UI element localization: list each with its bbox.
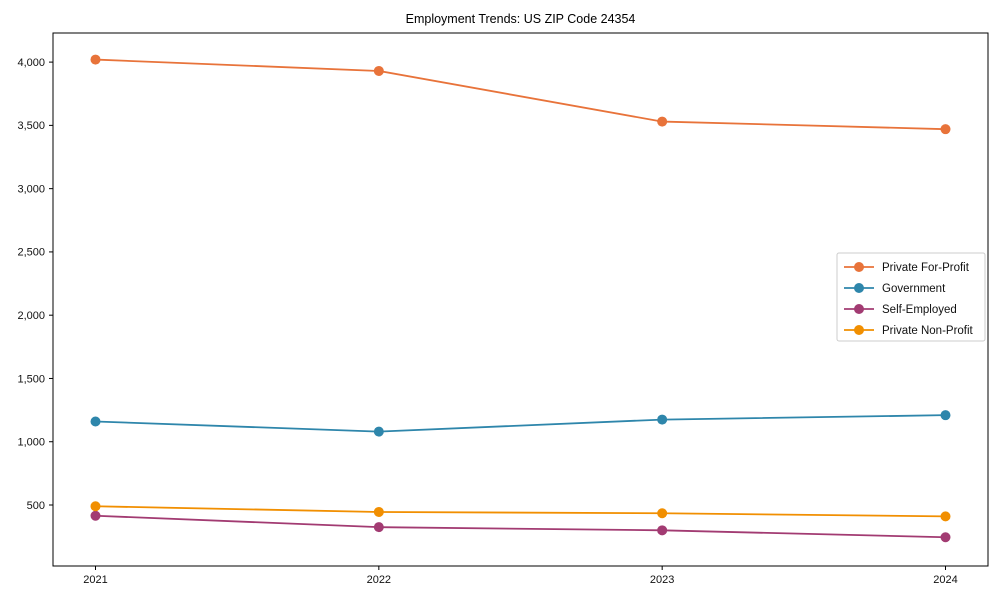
y-axis: 500 1,000 1,500 2,000 2,500 3,000 3,500 4,000: [17, 57, 53, 512]
x-tick-label: 2022: [367, 574, 391, 586]
plot-border: [52, 32, 989, 567]
data-point: [657, 116, 668, 127]
line-series-self-employed: [90, 510, 951, 543]
data-point: [90, 510, 101, 521]
legend-marker: [854, 283, 864, 293]
legend-item: Private Non-Profit: [844, 325, 974, 337]
legend: Private For-Profit Government Self-Employe…: [836, 252, 986, 342]
data-point: [373, 426, 384, 437]
legend-item: Self-Employed: [844, 304, 957, 316]
data-point: [940, 410, 951, 421]
line-series-private-for-profit: [90, 54, 951, 135]
data-point: [940, 532, 951, 543]
y-tick-label: 2,500: [17, 247, 45, 259]
series-line: [94, 414, 947, 433]
line-series-government: [90, 410, 951, 437]
line-series-private-non-profit: [90, 501, 951, 522]
legend-label: Private Non-Profit: [882, 325, 974, 337]
series-line: [94, 505, 947, 518]
data-point: [373, 65, 384, 76]
data-point: [940, 124, 951, 135]
legend-marker: [854, 304, 864, 314]
series-line: [94, 58, 947, 131]
data-point: [373, 506, 384, 517]
data-point: [940, 511, 951, 522]
y-tick-label: 2,000: [17, 310, 45, 322]
data-point: [90, 501, 101, 512]
legend-item: Private For-Profit: [844, 262, 970, 274]
y-tick-label: 4,000: [17, 57, 45, 69]
data-point: [373, 522, 384, 533]
legend-marker: [854, 325, 864, 335]
legend-marker: [854, 262, 864, 272]
x-axis: 2021 2022 2023 2024: [83, 566, 958, 586]
y-tick-label: 3,000: [17, 183, 45, 195]
legend-box: [836, 252, 986, 342]
x-tick-label: 2021: [83, 574, 107, 586]
y-tick-label: 500: [27, 500, 45, 512]
data-point: [657, 525, 668, 536]
y-tick-label: 1,000: [17, 437, 45, 449]
legend-label: Private For-Profit: [882, 262, 970, 274]
series-line: [94, 514, 947, 539]
legend-label: Self-Employed: [882, 304, 957, 316]
legend-label: Government: [882, 283, 946, 295]
data-point: [90, 54, 101, 65]
x-tick-label: 2023: [650, 574, 674, 586]
y-tick-label: 1,500: [17, 373, 45, 385]
data-point: [657, 508, 668, 519]
y-tick-label: 3,500: [17, 120, 45, 132]
chart-title: Employment Trends: US ZIP Code 24354: [405, 12, 636, 26]
data-point: [90, 416, 101, 427]
data-point: [657, 414, 668, 425]
x-tick-label: 2024: [933, 574, 957, 586]
legend-item: Government: [844, 283, 946, 295]
